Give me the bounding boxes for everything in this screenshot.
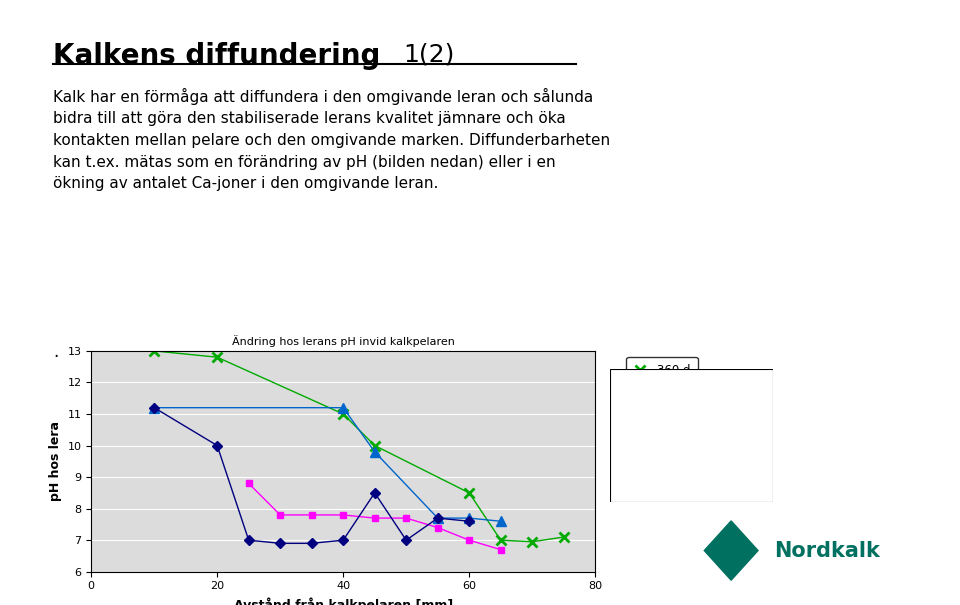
Text: Kalkens diffundering: Kalkens diffundering: [53, 42, 380, 70]
Title: Ändring hos lerans pH invid kalkpelaren: Ändring hos lerans pH invid kalkpelaren: [231, 335, 455, 347]
FancyBboxPatch shape: [610, 369, 773, 502]
Polygon shape: [705, 521, 758, 580]
Text: Nordkalk: Nordkalk: [774, 540, 880, 561]
Text: 1(2): 1(2): [403, 42, 455, 67]
Text: ·: ·: [53, 348, 58, 366]
Text: Kalk har en förmåga att diffundera i den omgivande leran och sålunda
bidra till : Kalk har en förmåga att diffundera i den…: [53, 88, 610, 191]
X-axis label: Avstånd från kalkpelaren [mm]: Avstånd från kalkpelaren [mm]: [233, 597, 453, 605]
Legend: 360 d, 180 d, 90 d, 30 d: 360 d, 180 d, 90 d, 30 d: [626, 357, 698, 440]
Y-axis label: pH hos lera: pH hos lera: [49, 421, 61, 502]
